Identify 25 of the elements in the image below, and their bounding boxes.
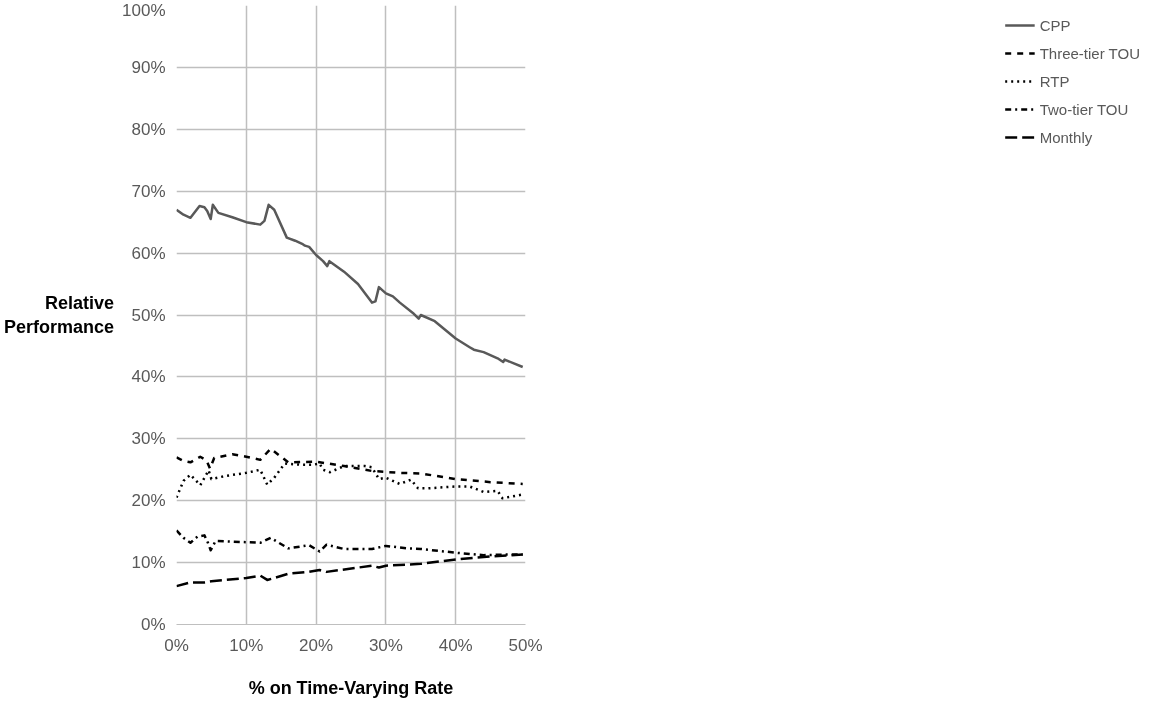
- y-tick-label: 90%: [131, 57, 166, 77]
- legend-label: Monthly: [1039, 128, 1093, 146]
- y-tick-label: 100%: [122, 0, 166, 20]
- y-tick-label: 70%: [131, 181, 166, 201]
- y-axis-title: Relative Performance: [3, 293, 115, 337]
- x-tick-label: 10%: [229, 635, 264, 655]
- legend-label: RTP: [1039, 72, 1070, 90]
- y-tick-label: 0%: [140, 615, 166, 634]
- y-tick-label: 50%: [131, 305, 166, 325]
- y-tick-label: 20%: [131, 491, 166, 511]
- y-tick-label: 10%: [131, 553, 166, 573]
- x-tick-label: 0%: [164, 635, 189, 655]
- x-tick-label: 40%: [438, 635, 473, 655]
- line-series: [176, 203, 524, 369]
- x-tick-label: 20%: [299, 635, 334, 655]
- x-tick-label: 50%: [508, 635, 543, 655]
- y-tick-label: 40%: [131, 367, 166, 387]
- legend-label: CPP: [1039, 16, 1071, 34]
- legend-label: Two-tier TOU: [1039, 100, 1129, 118]
- y-tick-label: 60%: [131, 243, 166, 263]
- legend-label: Three-tier TOU: [1039, 44, 1140, 62]
- y-tick-label: 80%: [131, 119, 166, 139]
- x-axis-title: % on Time-Varying Rate: [248, 677, 454, 698]
- x-tick-label: 30%: [368, 635, 403, 655]
- y-tick-label: 30%: [131, 429, 166, 449]
